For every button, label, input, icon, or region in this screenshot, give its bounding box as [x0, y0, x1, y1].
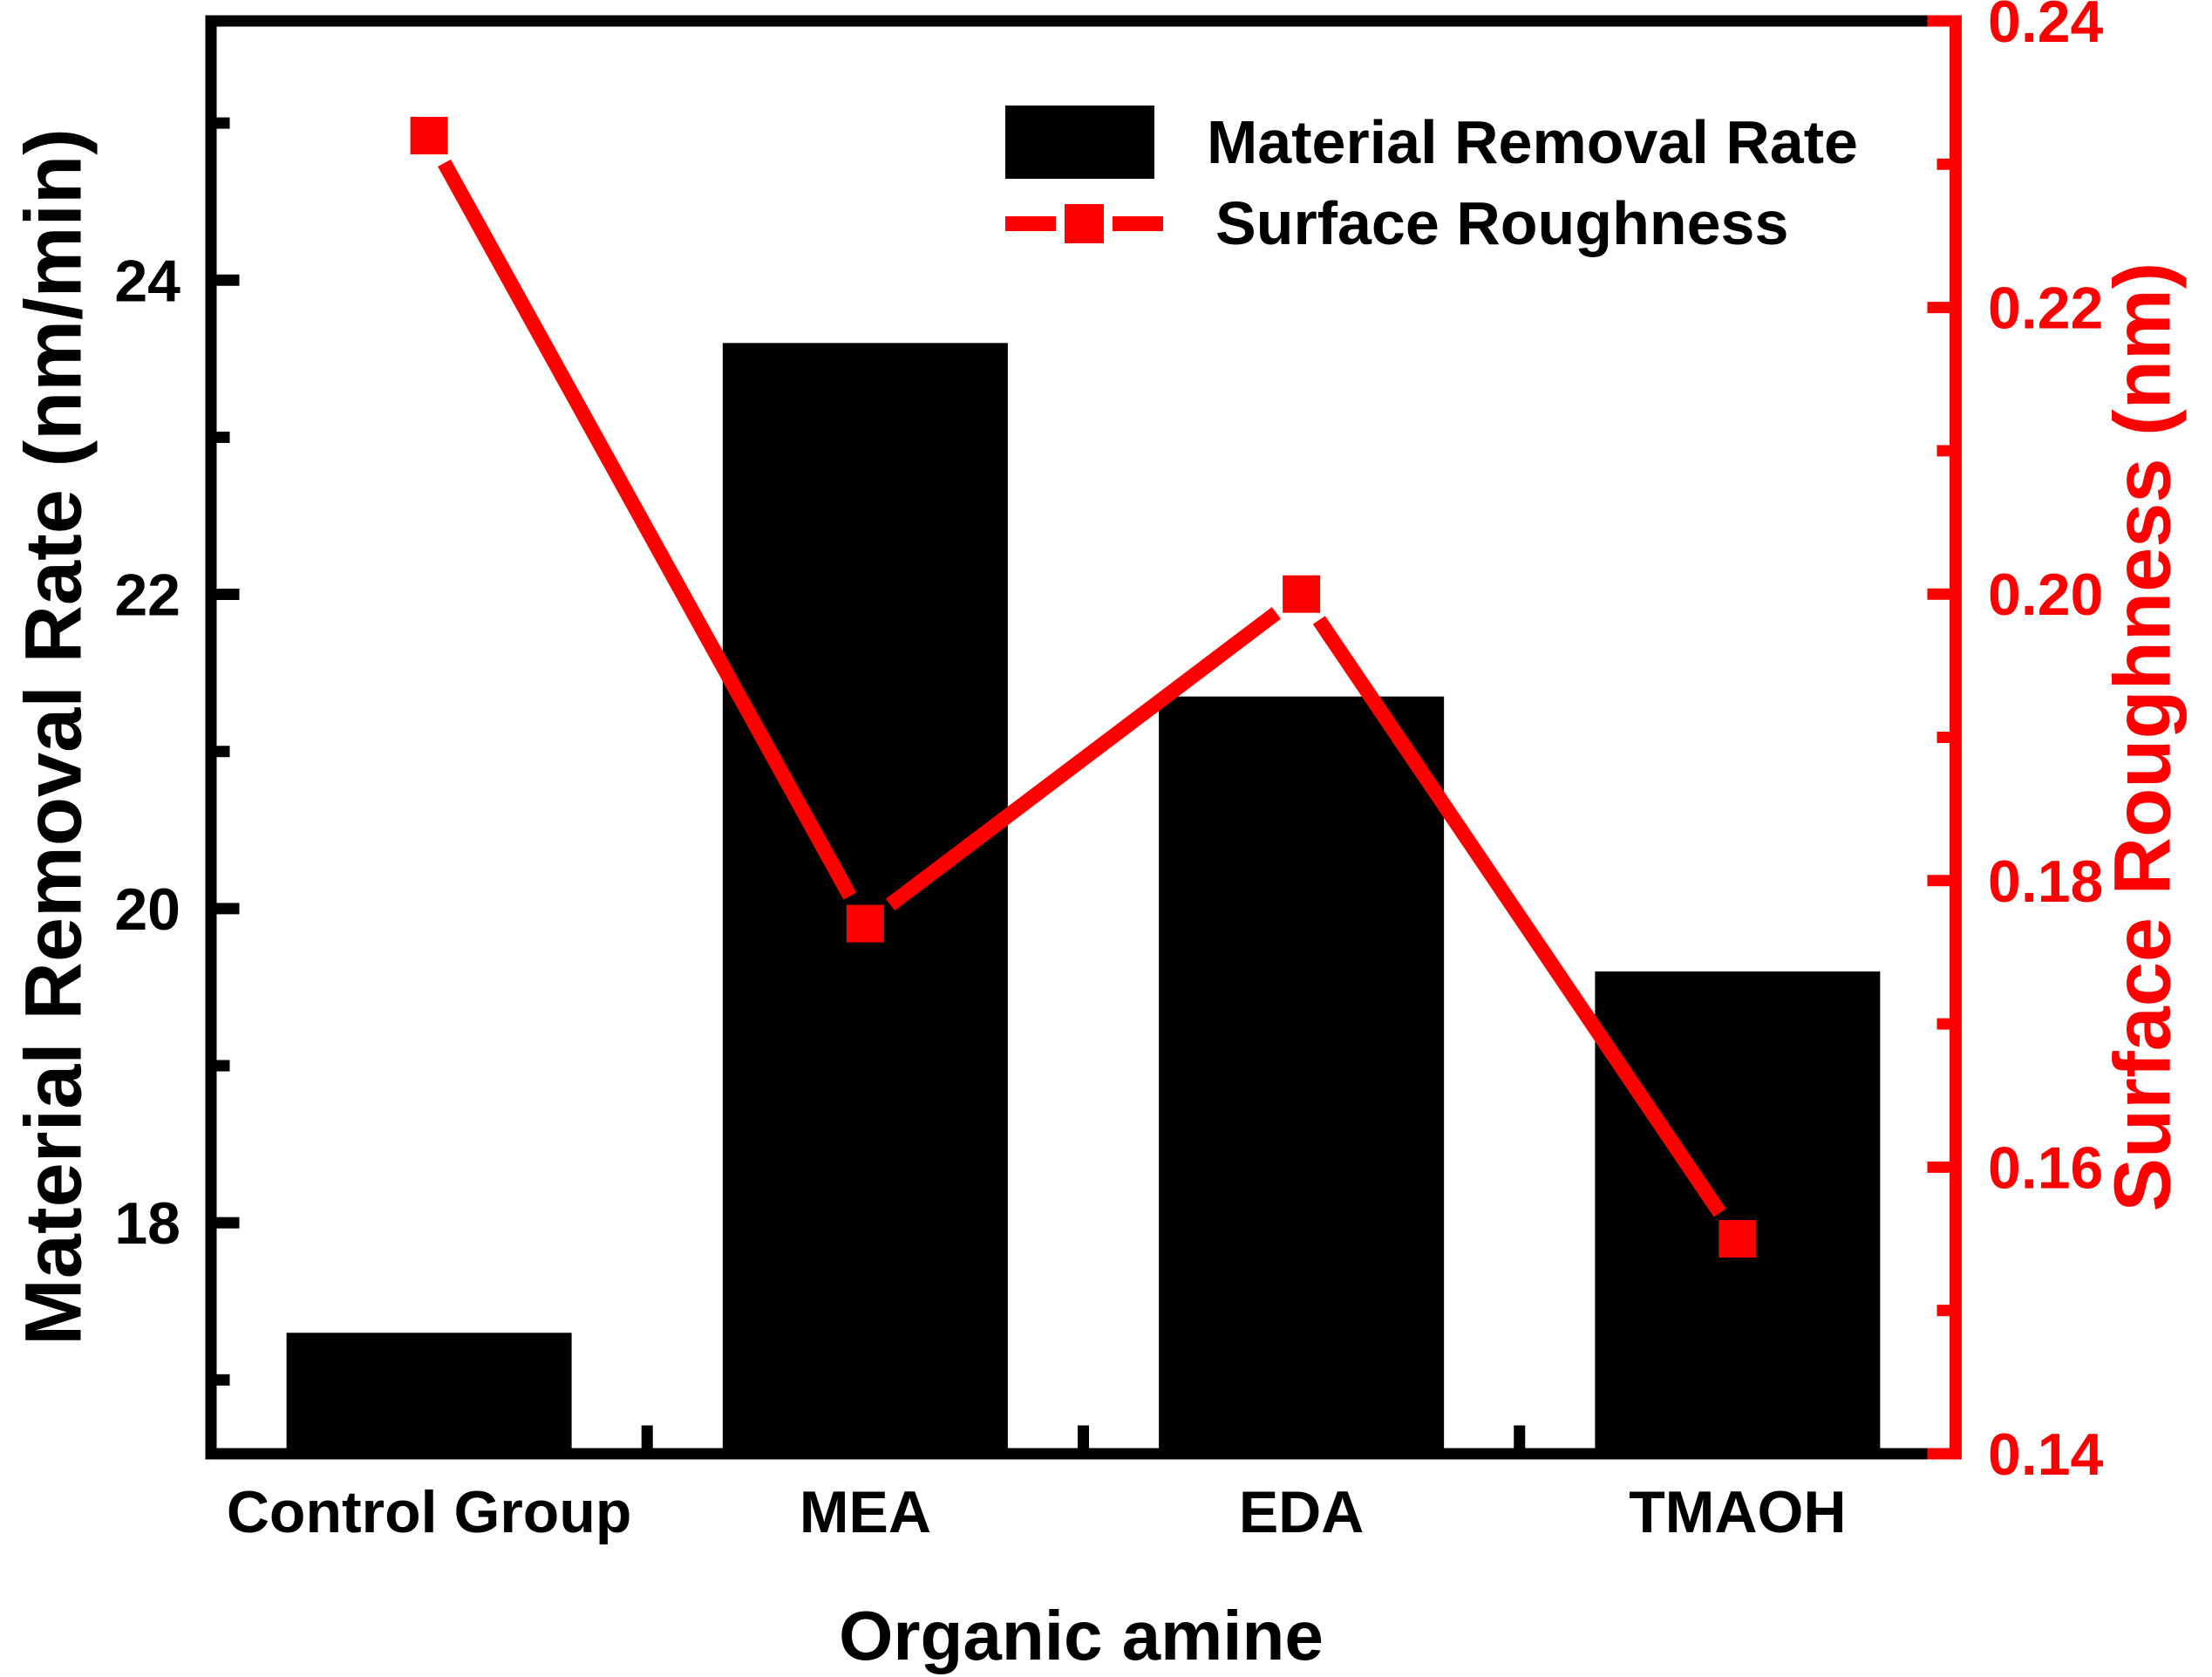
x-axis-category-label: TMAOH	[1629, 1479, 1846, 1545]
line-segment	[885, 607, 1282, 911]
line-segment	[1312, 616, 1726, 1217]
line-series-swatch	[1005, 199, 1163, 248]
x-axis-category-label: MEA	[800, 1479, 931, 1545]
data-point-marker-control-group	[410, 116, 448, 154]
legend-dash-left	[1005, 215, 1056, 231]
left-axis-tick-label: 18	[114, 1190, 180, 1257]
right-axis-tick-label: 0.18	[1988, 849, 2103, 915]
right-axis-tick-label: 0.14	[1988, 1421, 2104, 1488]
right-axis-tick-label: 0.24	[1988, 0, 2104, 55]
line-segment	[438, 159, 857, 900]
right-axis-tick-label: 0.20	[1988, 562, 2103, 628]
left-axis-tick-label: 20	[114, 876, 180, 943]
right-axis-title: Surface Roughness (nm)	[2098, 262, 2188, 1212]
left-axis-tick-label: 24	[114, 248, 180, 314]
data-point-marker-eda	[1283, 575, 1321, 613]
x-axis-category-label: Control Group	[227, 1479, 632, 1545]
square-marker-icon	[1065, 203, 1104, 243]
x-axis-title: Organic amine	[839, 1597, 1324, 1674]
bar-tmaoh	[1595, 971, 1881, 1460]
legend-dash-right	[1113, 215, 1163, 231]
legend-label-surface-roughness: Surface Roughness	[1215, 189, 1789, 257]
left-axis-tick-label: 22	[114, 562, 180, 629]
right-axis-tick-label: 0.22	[1988, 276, 2103, 342]
data-point-marker-mea	[846, 904, 884, 943]
legend: Material Removal Rate Surface Roughness	[1005, 103, 1858, 257]
bar-eda	[1159, 696, 1445, 1460]
bar-series-swatch	[1005, 106, 1154, 179]
bar-mea	[722, 343, 1008, 1460]
legend-item-surface-roughness: Surface Roughness	[1005, 189, 1858, 257]
bar-control-group	[286, 1333, 572, 1460]
legend-label-material-removal-rate: Material Removal Rate	[1207, 108, 1858, 176]
legend-item-material-removal-rate: Material Removal Rate	[1005, 103, 1858, 181]
right-axis-tick-label: 0.16	[1988, 1135, 2103, 1201]
data-point-marker-tmaoh	[1719, 1220, 1757, 1258]
left-axis-title: Material Removal Rate (nm/min)	[9, 128, 99, 1346]
x-axis-category-label: EDA	[1239, 1479, 1365, 1545]
